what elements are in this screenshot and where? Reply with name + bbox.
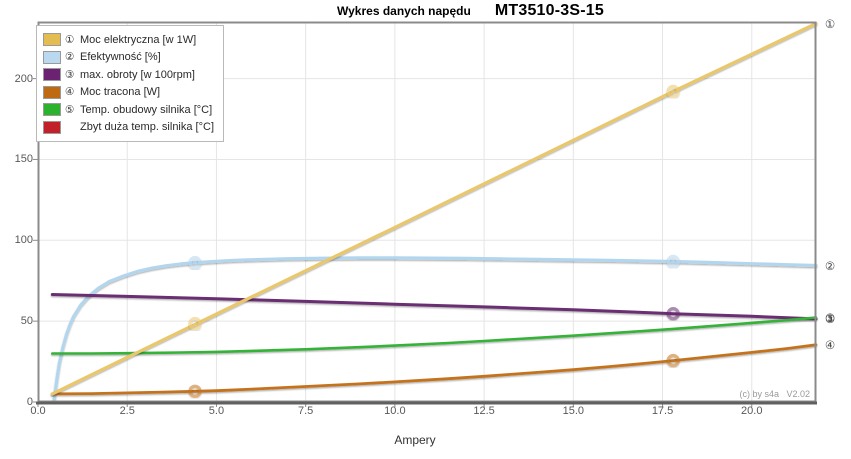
legend-label: Zbyt duża temp. silnika [°C] [80,121,215,134]
legend-number-icon: ① [65,33,75,46]
y-tick-label: 100 [14,234,33,247]
legend-label: Temp. obudowy silnika [°C] [80,103,213,116]
y-tick-label: 50 [20,315,33,328]
series-line-5 [50,316,818,355]
chart-title-model: MT3510-3S-15 [494,2,604,19]
series-marker-4 [188,384,202,398]
x-tick-label: 12.5 [473,405,495,417]
chart-title-prefix: Wykres danych napędu [337,4,471,18]
legend-swatch [43,33,61,47]
legend-number-icon: ② [65,51,75,64]
legend-swatch [43,68,61,82]
y-tick-label: 0 [26,396,33,408]
series-marker-2 [666,254,680,269]
legend-label: max. obroty [w 100rpm] [80,68,195,81]
legend-label: Moc tracona [W] [80,86,161,99]
legend-swatch [43,103,61,117]
legend-number-icon: ⑤ [65,103,75,116]
legend-item: ③ max. obroty [w 100rpm] [43,66,214,84]
x-tick-label: 17.5 [651,405,674,417]
series-marker-3 [666,307,680,321]
legend-number-icon: ③ [65,68,75,81]
watermark-text: (c) by s4a V2.02 [739,389,810,399]
series-line-4 [50,343,818,396]
legend-item: ① Moc elektryczna [w 1W] [43,31,214,49]
legend-item: Zbyt duża temp. silnika [°C] [43,119,214,137]
x-tick-label: 7.5 [298,405,314,417]
legend-item: ⑤ Temp. obudowy silnika [°C] [43,101,214,119]
y-tick-label: 150 [14,153,33,166]
legend-swatch [43,85,61,99]
series-marker-4 [666,353,680,368]
series-end-label: ② [824,258,836,273]
x-tick-label: 5.0 [208,405,225,417]
series-line-3 [50,293,818,321]
x-tick-label: 2.5 [119,405,135,417]
x-tick-label: 20.0 [741,405,763,417]
legend-swatch [43,50,61,64]
legend-swatch [43,120,61,134]
series-line-2 [52,256,818,402]
x-axis-label: Ampery [394,433,436,447]
chart-title: Wykres danych napędu MT3510-3S-15 [0,2,851,20]
legend-label: Efektywność [%] [80,51,161,64]
series-line-1 [50,22,818,396]
series-marker-1 [666,84,680,99]
legend-number-icon: ④ [65,86,75,99]
x-tick-label: 15.0 [562,405,585,417]
series-end-label: ③ [824,311,836,326]
series-end-label: ④ [824,337,836,352]
legend-label: Moc elektryczna [w 1W] [80,33,197,46]
y-tick-label: 200 [14,72,33,85]
series-end-label: ① [824,16,836,31]
legend-item: ② Efektywność [%] [43,49,214,67]
x-tick-label: 0.0 [30,405,46,417]
chart-legend: ① Moc elektryczna [w 1W] ② Efektywność [%] ③… [36,25,225,142]
series-marker-1 [188,316,202,331]
series-marker-2 [188,255,202,270]
legend-item: ④ Moc tracona [W] [43,84,214,102]
series-end-label: ⑤ [824,310,836,325]
x-tick-label: 10.0 [384,405,406,417]
